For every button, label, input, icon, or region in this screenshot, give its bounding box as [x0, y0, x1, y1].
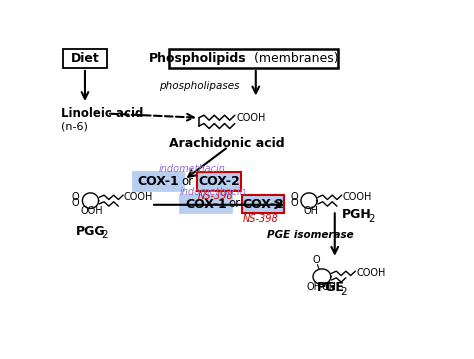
Text: COX-2: COX-2: [242, 197, 284, 211]
Text: COX-2: COX-2: [198, 175, 240, 188]
Text: O: O: [291, 192, 298, 202]
Text: COX-1: COX-1: [137, 175, 179, 188]
Text: COOH: COOH: [124, 192, 153, 202]
Text: or: or: [229, 197, 241, 210]
Text: Arachidonic acid: Arachidonic acid: [169, 137, 284, 150]
Text: 2: 2: [340, 287, 347, 297]
Text: OH: OH: [306, 282, 321, 292]
FancyBboxPatch shape: [133, 172, 184, 191]
Text: 2: 2: [369, 214, 375, 224]
Text: O: O: [72, 199, 80, 209]
Text: Phospholipids: Phospholipids: [149, 52, 246, 65]
FancyBboxPatch shape: [169, 48, 338, 68]
FancyBboxPatch shape: [63, 48, 107, 68]
Text: Linoleic acid: Linoleic acid: [61, 107, 144, 120]
Text: COX-1: COX-1: [185, 197, 227, 211]
Text: COOH: COOH: [343, 192, 372, 202]
FancyBboxPatch shape: [181, 195, 232, 213]
Text: PGE isomerase: PGE isomerase: [267, 230, 354, 240]
Text: OH: OH: [321, 282, 336, 292]
Text: O: O: [312, 255, 320, 265]
Text: (membranes): (membranes): [250, 52, 339, 65]
Text: or: or: [182, 175, 194, 188]
Text: COOH: COOH: [237, 113, 266, 123]
Text: OH: OH: [303, 206, 319, 216]
Text: PGH: PGH: [342, 208, 372, 221]
Text: PGG: PGG: [76, 224, 105, 238]
FancyBboxPatch shape: [197, 172, 241, 191]
Text: OOH: OOH: [81, 206, 104, 216]
Text: phospholipases: phospholipases: [159, 81, 239, 91]
Text: NS-398: NS-398: [243, 214, 279, 224]
Text: 2: 2: [101, 230, 108, 240]
FancyBboxPatch shape: [242, 195, 284, 213]
Text: PGE: PGE: [316, 281, 344, 294]
Text: O: O: [72, 192, 80, 202]
Text: COOH: COOH: [356, 268, 385, 278]
Text: indomethacin: indomethacin: [158, 164, 225, 174]
Text: indomethacin: indomethacin: [180, 187, 247, 197]
Text: NS-398: NS-398: [198, 191, 234, 201]
Text: Diet: Diet: [71, 52, 100, 65]
Text: (n-6): (n-6): [61, 121, 87, 131]
Text: O: O: [291, 199, 298, 209]
